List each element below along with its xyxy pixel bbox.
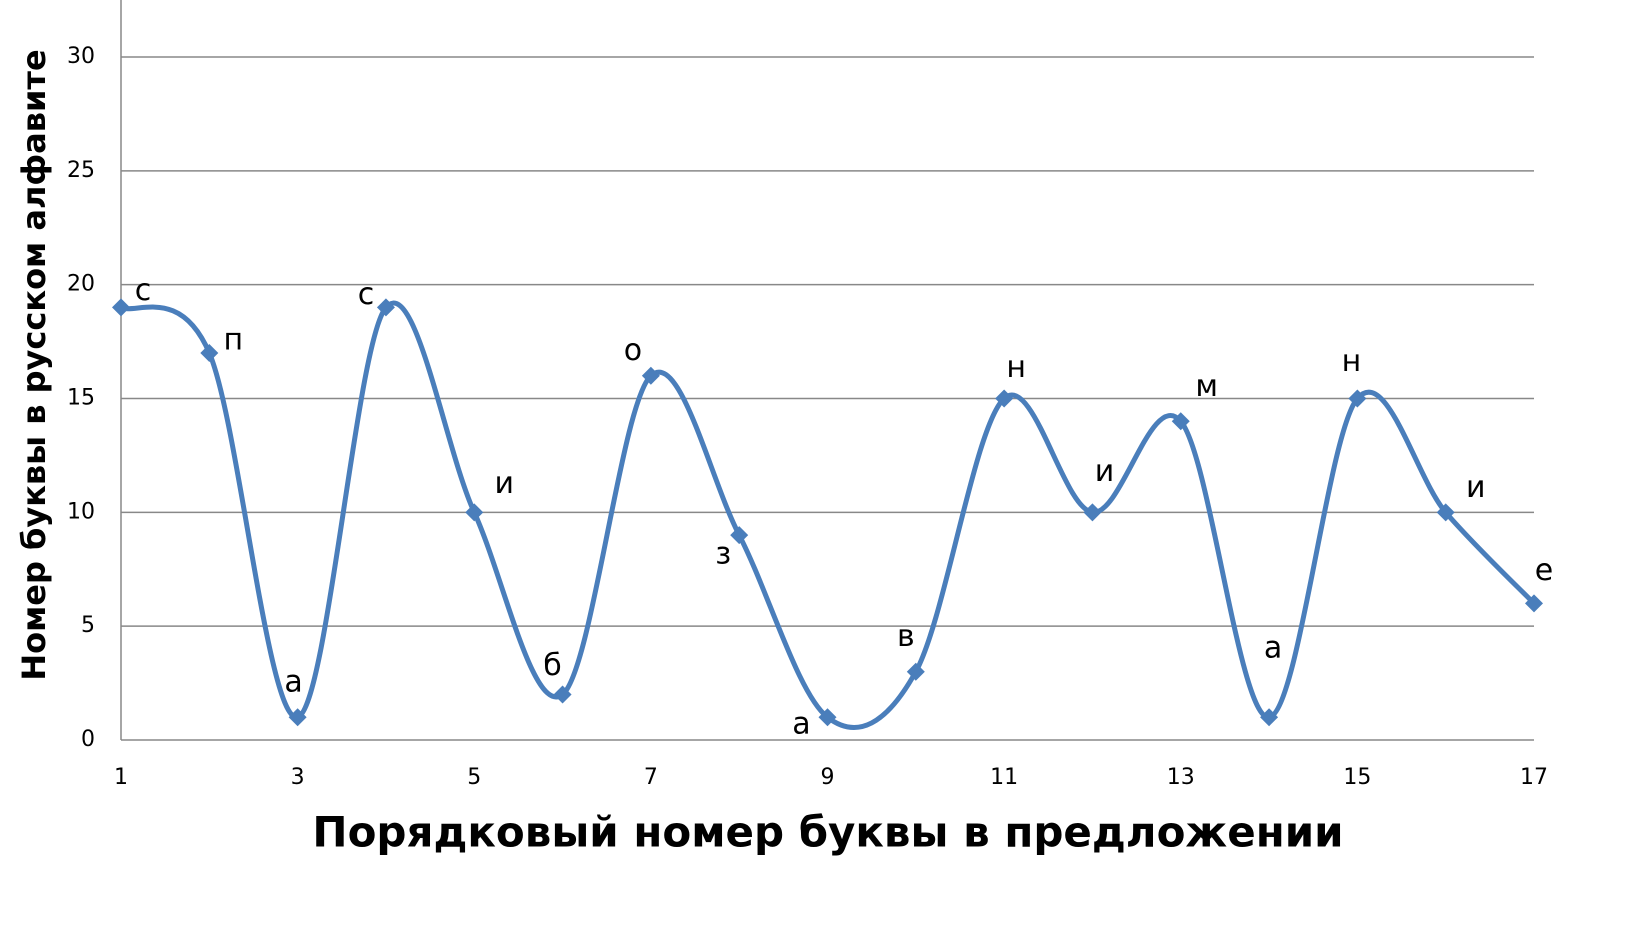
point-label: м [1195,369,1218,404]
data-point [1083,503,1102,522]
point-label: и [1095,454,1115,489]
x-tick-label: 11 [990,765,1018,790]
x-tick-label: 3 [291,765,305,790]
data-point [1525,594,1543,613]
x-tick-label: 13 [1167,765,1195,790]
y-tick-label: 30 [67,44,95,69]
data-line [119,300,1536,730]
point-label: о [624,333,642,368]
data-point [112,298,130,317]
point-label: н [1006,350,1026,385]
data-point [200,343,219,362]
x-tick-label: 17 [1520,765,1548,790]
point-label: и [495,466,515,501]
y-tick-label: 10 [67,499,95,524]
y-tick-label: 5 [81,613,95,638]
point-label: а [284,665,302,700]
point-label: н [1342,344,1362,379]
data-point [1348,389,1367,408]
point-label: а [792,707,810,742]
point-label: в [897,619,915,654]
x-tick-label: 5 [467,765,481,790]
y-tick-label: 25 [67,158,95,183]
data-point [465,503,484,522]
point-label: и [1466,470,1486,505]
data-point [906,662,925,681]
point-label: е [1535,553,1553,588]
point-label: с [135,273,152,308]
data-point [995,389,1014,408]
x-tick-label: 15 [1343,765,1371,790]
point-label: с [358,277,375,312]
y-tick-label: 15 [67,386,95,411]
x-tick-label: 7 [644,765,658,790]
data-point [1260,708,1279,727]
data-point [376,298,395,317]
data-point [1171,412,1190,431]
x-axis-title: Порядковый номер буквы в предложении [312,808,1343,857]
point-label: п [224,322,244,357]
data-point [730,526,749,545]
data-point [1436,503,1455,522]
y-tick-label: 0 [81,727,95,752]
data-point [818,708,837,727]
y-tick-label: 20 [67,272,95,297]
data-point [553,685,572,704]
x-tick-label: 9 [821,765,835,790]
data-point [288,708,307,727]
x-tick-label: 1 [114,765,128,790]
point-label: з [715,537,731,572]
data-point [641,366,660,385]
point-label: а [1264,631,1282,666]
point-label: б [543,648,562,683]
y-axis-title: Номер буквы в русском алфавите [15,49,53,680]
